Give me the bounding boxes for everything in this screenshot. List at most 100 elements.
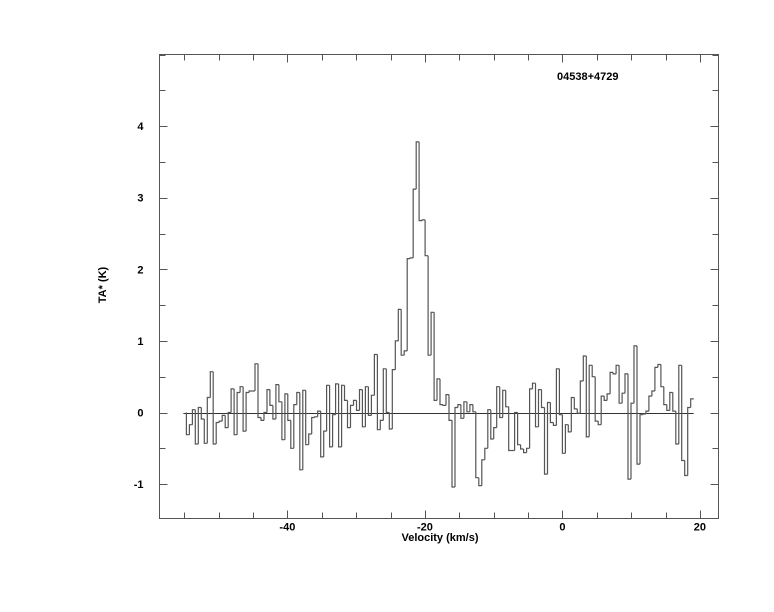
spectrum-channel bbox=[430, 311, 435, 356]
spectrum-channel bbox=[612, 372, 617, 375]
spectrum-channel bbox=[543, 407, 548, 475]
spectrum-channel bbox=[332, 414, 336, 447]
spectrum-channel bbox=[651, 390, 655, 397]
spectrum-channel bbox=[388, 412, 393, 430]
spectrum-channel bbox=[615, 364, 620, 374]
spectrum-channel bbox=[311, 416, 315, 434]
spectrum-channel bbox=[648, 395, 652, 412]
spectrum-channel bbox=[630, 402, 634, 480]
spectrum-channel bbox=[427, 255, 432, 356]
spectrum-channel bbox=[534, 383, 539, 428]
spectrum-channel bbox=[475, 411, 479, 479]
spectrum-channel bbox=[391, 369, 396, 429]
spectrum-channel bbox=[367, 386, 372, 416]
spectrum-channel bbox=[424, 219, 429, 257]
spectrum-channel bbox=[454, 406, 458, 487]
spectrum-channel bbox=[466, 401, 470, 413]
spectrum-channel bbox=[415, 141, 420, 190]
spectrum-channel bbox=[654, 366, 658, 391]
spectrum-channel bbox=[636, 345, 640, 465]
spectrum-channel bbox=[308, 433, 312, 445]
spectrum-channel bbox=[639, 414, 643, 465]
spectrum-channel bbox=[373, 353, 378, 396]
spectrum-channel bbox=[349, 404, 354, 428]
spectrum-channel bbox=[627, 373, 631, 480]
y-axis-label: TA* (K) bbox=[97, 266, 109, 303]
spectrum-channel bbox=[317, 410, 321, 417]
spectrum-channel bbox=[275, 384, 279, 419]
y-tick-label: 4 bbox=[137, 121, 144, 133]
spectrum-channel bbox=[233, 388, 238, 436]
spectrum-channel bbox=[299, 392, 303, 471]
y-tick-label: 0 bbox=[137, 408, 143, 420]
spectrum-channel bbox=[248, 390, 252, 393]
spectrum-channel bbox=[433, 312, 437, 401]
spectrum-channel bbox=[448, 394, 452, 421]
spectrum-channel bbox=[272, 405, 276, 420]
spectrum-channel bbox=[618, 365, 623, 404]
spectrum-channel bbox=[487, 409, 491, 449]
spectrum-channel bbox=[236, 391, 241, 435]
spectrum-channel bbox=[502, 389, 506, 418]
spectrum-channel bbox=[439, 378, 443, 406]
spectrum-channel bbox=[603, 396, 608, 401]
spectrum-channel bbox=[621, 392, 625, 404]
spectrum-channel bbox=[523, 449, 527, 454]
spectrum-channel bbox=[484, 447, 488, 460]
spectrum-channel bbox=[537, 389, 542, 427]
y-tick-label: 2 bbox=[137, 264, 143, 276]
spectrum-channel bbox=[341, 384, 345, 447]
spectrum-channel bbox=[436, 378, 440, 401]
spectrum-channel bbox=[481, 459, 485, 486]
spectrum-channel bbox=[597, 421, 602, 426]
spectrum-channel bbox=[573, 397, 578, 410]
spectrum-channel bbox=[657, 363, 661, 368]
spectrum-channel bbox=[690, 398, 694, 408]
spectrum-channel bbox=[582, 355, 587, 381]
spectrum-channel bbox=[335, 383, 339, 415]
spectrum-channel bbox=[445, 394, 449, 406]
spectrum-channel bbox=[358, 389, 363, 411]
spectrum-channel bbox=[245, 391, 250, 432]
spectrum-channel bbox=[663, 386, 667, 406]
spectrum-channel bbox=[338, 383, 342, 448]
spectrum-channel bbox=[505, 390, 509, 408]
spectrum-channel bbox=[561, 414, 566, 454]
spectrum-channel bbox=[260, 417, 264, 421]
spectrum-channel bbox=[278, 384, 282, 403]
spectrum-channel bbox=[457, 404, 461, 408]
spectrum-channel bbox=[588, 364, 593, 437]
spectrum-channel bbox=[684, 460, 688, 477]
spectrum-channel bbox=[314, 416, 318, 418]
spectrum-channel bbox=[269, 389, 273, 406]
spectrum-channel bbox=[191, 409, 196, 425]
spectrum-channel bbox=[520, 444, 524, 450]
spectrum-channel bbox=[672, 392, 676, 412]
spectrum-channel bbox=[266, 389, 270, 413]
spectrum-channel bbox=[361, 389, 366, 428]
spectrum-channel bbox=[257, 363, 261, 419]
spectrum-channel bbox=[609, 371, 614, 394]
spectrum-channel bbox=[579, 380, 584, 414]
spectrum-channel bbox=[442, 404, 446, 406]
spectrum-channel bbox=[517, 412, 521, 446]
spectrum-channel bbox=[675, 411, 679, 445]
spectrum-channel bbox=[382, 368, 387, 421]
spectrum-channel bbox=[600, 395, 605, 425]
spectrum-channel bbox=[558, 368, 563, 416]
spectrum-channel bbox=[320, 411, 324, 458]
spectrum-channel bbox=[400, 309, 405, 356]
spectrum-channel bbox=[514, 411, 518, 451]
spectrum-channel bbox=[370, 394, 375, 416]
spectrum-channel bbox=[460, 404, 464, 419]
spectrum-channel bbox=[290, 420, 294, 449]
axis-ticks bbox=[159, 54, 719, 519]
spectrum-channel bbox=[242, 386, 247, 432]
spectrum-channel bbox=[540, 389, 545, 409]
spectrum-channel bbox=[403, 350, 408, 356]
spectrum-channel bbox=[385, 368, 390, 414]
spectrum-channel bbox=[624, 373, 628, 394]
spectrum-channel bbox=[215, 421, 220, 444]
spectrum-channel bbox=[379, 419, 384, 430]
